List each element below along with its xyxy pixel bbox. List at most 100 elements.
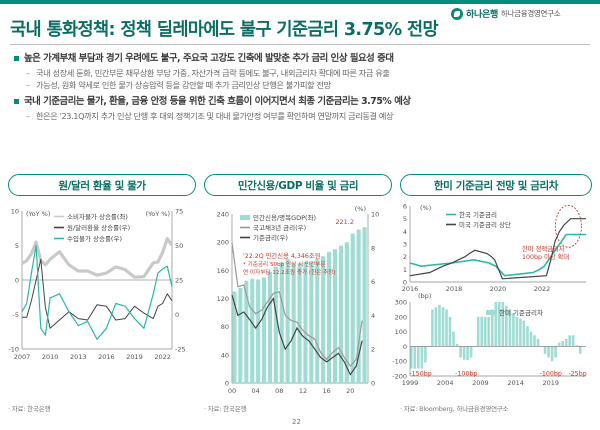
chart2-bar-5 [262,277,267,383]
chart3-x-tick-0: 2016 [402,285,419,293]
chart4-bar-10 [445,309,448,347]
chart2-right-tick-5: 0 [371,380,375,388]
chart4-bar-9 [441,307,445,347]
chart4-left-tick-3: 0 [403,343,407,351]
chart3-unit: (%) [420,204,431,212]
chart2-right-tick-3: 4 [371,312,375,320]
chart4-label-1: -100bp [455,370,477,377]
chart2-bar-14 [315,259,320,383]
logo-text: 하나은행 [466,10,498,20]
chart1-x-tick-3: 2016 [98,353,115,361]
page-number: 22 [292,418,301,426]
chart2-annotation-1: * 기준금리 50bp 인상 시 민간부문 [243,260,326,268]
chart3-legend-0-label: 한국 기준금리 [459,210,497,219]
chart3-gap-highlight [554,204,582,248]
chart2-peak-label: 221.2 [335,218,354,226]
source-note-3: · 자료: Bloomberg, 하나금융경영연구소 [400,405,509,413]
chart2-bar-17 [333,249,338,383]
chart2-right-tick-1: 8 [371,244,375,252]
chart3-left-tick-5: 1 [403,266,407,274]
chart4-bar-35 [533,335,536,347]
chart4-bar-31 [519,318,522,347]
chart4-bar-2 [417,346,420,369]
chart4-bar-32 [522,320,526,347]
chart4-bar-44 [564,339,568,347]
chart1-right-tick-1: 50 [175,242,183,250]
chart2-x-tick-5: 20 [346,387,354,395]
hana-logo-icon [451,7,463,20]
chart1-left-tick-3: -5 [13,311,19,319]
chart2-bar-20 [350,233,355,383]
chart2-x-tick-3: 12 [299,387,307,395]
chart1-legend-1-label: 원/달러환율 상승률(우) [67,223,130,232]
chart2-annotation-2: 연 이자부담 12.2조원 증가 (한은 추정) [243,268,336,276]
chart4-x-tick-4: 2019 [543,379,560,387]
chart4-bar-30 [515,316,519,347]
chart3-left-tick-2: 4 [403,228,407,236]
chart4-bar-21 [483,316,487,347]
chart4-bar-6 [431,309,434,347]
chart4-bar-13 [455,343,459,347]
chart2-bar-22 [362,227,367,383]
chart4-left-tick-2: 100 [395,328,407,336]
panel-title-fx-inflation: 원/달러 환율 및 물가 [8,174,196,196]
chart2-bar-3 [250,278,255,383]
chart4-bar-48 [579,346,582,354]
bullet-list: 높은 가계부채 부담과 경기 우려에도 불구, 주요국 고강도 긴축에 발맞춘 … [14,52,594,122]
chart4-unit: (bp) [418,292,431,300]
chart4-x-tick-0: 1999 [402,379,419,387]
chart2-left-tick-6: 0 [225,380,229,388]
chart1-x-tick-0: 2007 [14,353,31,361]
chart1-right-tick-0: 75 [175,208,183,216]
chart2-x-tick-1: 04 [252,387,260,395]
chart4-bar-8 [438,305,441,347]
chart2-right-unit: (%) [355,205,366,213]
chart2-legend-0-swatch [240,215,250,220]
panel-title-credit-gdp: 민간신용/GDP 비율 및 금리 [204,174,392,196]
chart3-x-tick-1: 2018 [446,285,463,293]
chart4-bar-19 [476,316,480,347]
page-title: 국내 통화정책: 정책 딜레마에도 불구 기준금리 3.75% 전망 [10,20,439,40]
chart2-bar-12 [303,261,308,383]
chart3-series-korea [409,233,586,277]
chart2-bar-15 [321,256,326,384]
chart2-legend-2-label: 기준금리(우) [253,233,288,242]
chart4-bar-14 [459,346,462,358]
chart4-bar-3 [420,346,424,369]
chart2-left-tick-0: 240 [217,211,229,219]
chart1-x-tick-2: 2013 [70,353,87,361]
chart2-bar-11 [297,263,302,383]
chart4-left-tick-1: 200 [395,313,407,321]
chart1-series-1 [22,258,173,329]
chart4-bar-12 [452,331,455,347]
chart2-bar-19 [344,242,349,383]
chart2-right-tick-2: 6 [371,278,375,286]
chart4-legend-0-label: 한미 기준금리차 [499,308,543,317]
chart4-bar-22 [487,316,490,347]
chart2-x-tick-0: 00 [228,387,236,395]
chart2-bar-16 [327,252,332,383]
chart3-series-us [409,218,586,280]
bullet-main-2: 국내 기준금리는 물가, 환율, 금융 안정 등을 위한 긴축 흐름이 이어지면… [14,95,594,108]
chart4-bar-45 [568,335,571,347]
chart2-right-tick-0: 10 [371,211,379,219]
chart3-left-tick-3: 3 [403,241,407,249]
source-note-2: · 자료: 한국은행 [204,405,247,413]
chart4-left-tick-4: -100 [392,358,407,366]
chart1-left-tick-1: 5 [15,242,19,250]
chart4-bar-17 [469,346,473,358]
chart4-bar-0 [410,346,413,369]
chart3-left-tick-4: 2 [403,253,407,261]
chart2-bar-18 [338,245,343,383]
chart2-left-tick-1: 200 [217,239,229,247]
chart4-x-tick-2: 2009 [472,379,489,387]
chart2-left-tick-5: 40 [221,351,229,359]
bullet-main-1: 높은 가계부채 부담과 경기 우려에도 불구, 주요국 고강도 긴축에 발맞춘 … [14,52,594,65]
chart2-bar-13 [309,261,314,383]
source-note-1: · 자료: 한국은행 [8,405,51,413]
chart4-left-tick-5: -200 [392,373,407,381]
chart4-left-tick-0: 300 [395,299,407,307]
chart2-series-base-rate [231,294,363,376]
chart1-x-tick-5: 2022 [154,353,171,361]
bullet-sub-1a: 국내 성장세 둔화, 민간부문 채무상환 부담 가중, 자산가격 급락 등에도 … [14,67,594,79]
